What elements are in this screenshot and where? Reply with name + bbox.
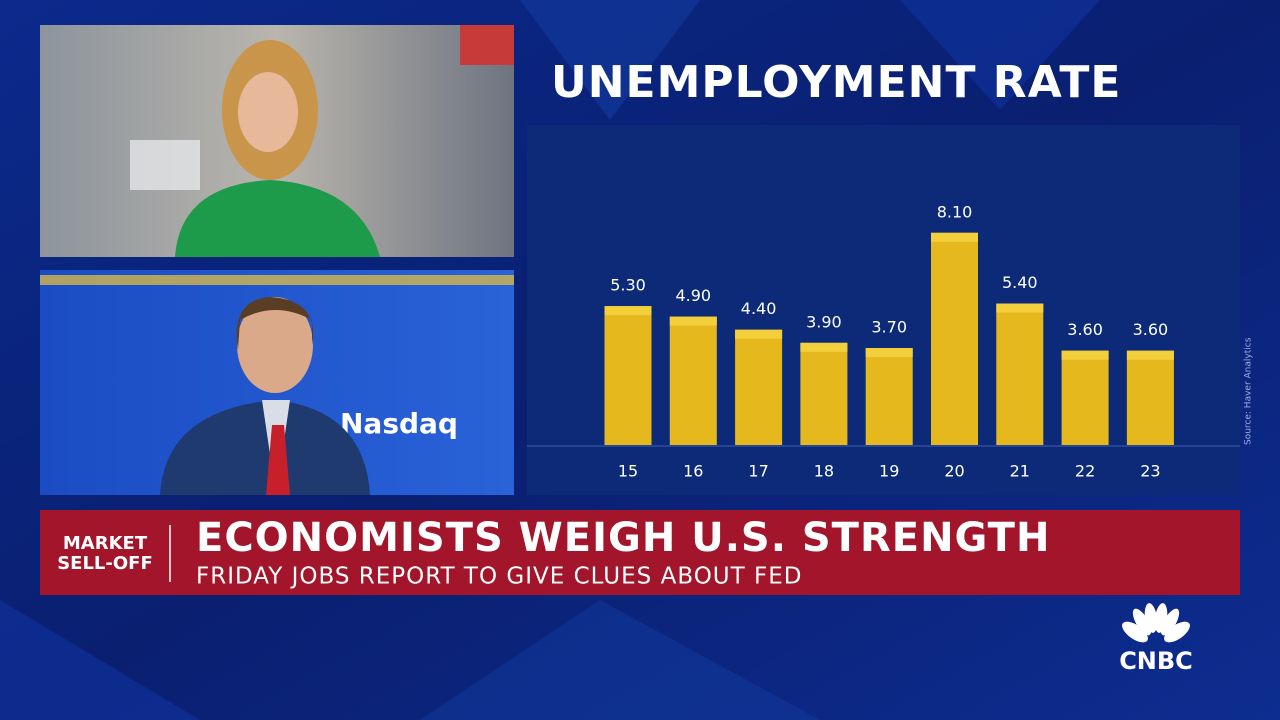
x-tick-label: 19 xyxy=(879,462,899,481)
lower-third xyxy=(40,510,1240,595)
value-label: 3.60 xyxy=(1067,320,1103,339)
bar xyxy=(931,232,978,445)
subheadline: FRIDAY JOBS REPORT TO GIVE CLUES ABOUT F… xyxy=(196,564,802,590)
bg-shape xyxy=(0,600,200,720)
x-tick-label: 17 xyxy=(748,462,768,481)
bar xyxy=(1061,350,1109,445)
bar xyxy=(735,329,783,445)
bg-shape xyxy=(420,600,820,720)
x-tick-label: 21 xyxy=(1010,462,1030,481)
bar xyxy=(669,316,717,445)
headline: ECONOMISTS WEIGH U.S. STRENGTH xyxy=(196,515,1050,561)
bar-cap xyxy=(604,306,652,316)
value-label: 8.10 xyxy=(937,202,973,221)
video-panel-top xyxy=(40,25,514,257)
bar-cap xyxy=(996,303,1044,313)
bar-cap xyxy=(800,342,848,352)
banner-tag: MARKET xyxy=(63,533,148,554)
bg-shape xyxy=(520,0,700,120)
value-label: 3.60 xyxy=(1133,320,1169,339)
value-label: 3.90 xyxy=(806,312,842,331)
value-label: 5.30 xyxy=(610,276,646,295)
bar xyxy=(604,306,652,445)
bar-cap xyxy=(1061,350,1109,360)
bg-shape xyxy=(900,0,1100,110)
bar-cap xyxy=(669,316,717,326)
bar xyxy=(996,303,1044,445)
value-label: 4.90 xyxy=(675,286,711,305)
bar-cap xyxy=(735,329,783,339)
value-label: 5.40 xyxy=(1002,273,1038,292)
bar xyxy=(1126,350,1174,445)
source-note: Source: Haver Analytics xyxy=(1244,337,1254,445)
logo-text: CNBC xyxy=(1119,647,1193,675)
chart-title: UNEMPLOYMENT RATE xyxy=(551,57,1121,108)
banner-tag: SELL-OFF xyxy=(57,553,153,574)
logo-peacock xyxy=(1122,603,1190,643)
x-tick-label: 22 xyxy=(1075,462,1095,481)
video-panel-bottom: Nasdaq xyxy=(40,270,514,495)
value-label: 4.40 xyxy=(741,299,777,318)
x-tick-label: 15 xyxy=(618,462,638,481)
sign-text: Nasdaq xyxy=(340,407,458,440)
x-tick-label: 20 xyxy=(944,462,964,481)
value-label: 3.70 xyxy=(871,318,907,337)
bar xyxy=(865,348,913,445)
bar-cap xyxy=(865,348,913,358)
bar-cap xyxy=(1126,350,1174,360)
x-tick-label: 16 xyxy=(683,462,703,481)
bar-cap xyxy=(931,232,978,242)
x-tick-label: 18 xyxy=(814,462,834,481)
bar xyxy=(800,342,848,445)
x-tick-label: 23 xyxy=(1140,462,1160,481)
